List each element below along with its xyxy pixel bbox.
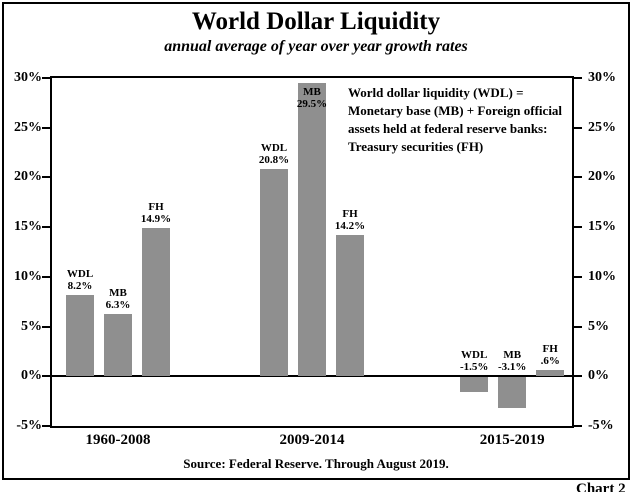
y-tick-mark-left xyxy=(42,275,50,278)
y-tick-mark-right xyxy=(574,226,582,229)
y-tick-mark-right xyxy=(574,325,582,328)
bar-value-label: FH .6% xyxy=(518,343,582,367)
definition-note: World dollar liquidity (WDL) = Monetary … xyxy=(348,84,580,156)
y-tick-mark-left xyxy=(42,375,50,378)
bar-value-text: 14.2% xyxy=(334,220,366,233)
y-tick-label-right: 10% xyxy=(588,268,616,284)
y-tick-label-left: 25% xyxy=(14,119,42,135)
y-tick-mark-left xyxy=(42,126,50,129)
chart-title: World Dollar Liquidity xyxy=(191,8,441,35)
bar-value-text: 14.9% xyxy=(140,213,172,226)
x-axis-label-2009-2014: 2009-2014 xyxy=(279,432,345,448)
y-tick-mark-right xyxy=(574,425,582,427)
bar-value-text: 6.3% xyxy=(105,298,131,311)
y-tick-label-left: 5% xyxy=(21,318,42,334)
bar-value-text: 20.8% xyxy=(258,154,290,167)
bar-series-name: MB xyxy=(109,286,127,299)
bar-series-name: WDL xyxy=(461,349,488,362)
y-tick-mark-left xyxy=(42,425,50,427)
y-tick-mark-left xyxy=(42,325,50,328)
bar-2009-2014-MB xyxy=(298,82,326,377)
bar-series-name: FH xyxy=(542,343,558,356)
x-axis-label-2015-2019: 2015-2019 xyxy=(479,432,545,448)
bar-2009-2014-WDL xyxy=(260,169,288,377)
bar-value-text: -3.1% xyxy=(497,361,527,374)
y-tick-label-right: 15% xyxy=(588,219,616,235)
bar-series-name: WDL xyxy=(260,142,288,155)
bar-value-label: MB -3.1% xyxy=(480,349,544,373)
bar-value-label: MB 29.5% xyxy=(280,86,344,110)
bar-2009-2014-FH xyxy=(336,235,364,377)
y-tick-mark-left xyxy=(42,226,50,229)
source-note: Source: Federal Reserve. Through August … xyxy=(183,456,449,471)
bar-value-text: .6% xyxy=(540,355,560,368)
bar-value-text: -1.5% xyxy=(459,361,489,374)
chart-subtitle: annual average of year over year growth … xyxy=(164,38,468,55)
bar-series-name: WDL xyxy=(66,267,94,280)
y-tick-label-right: 5% xyxy=(588,318,609,334)
bar-2015-2019-WDL xyxy=(460,377,489,393)
y-tick-label-right: 0% xyxy=(588,368,609,384)
y-tick-mark-right xyxy=(574,275,582,278)
y-tick-mark-right xyxy=(574,126,582,129)
bar-value-label: WDL 8.2% xyxy=(48,268,112,292)
chart-frame: World Dollar Liquidity annual average of… xyxy=(2,2,630,480)
y-tick-mark-left xyxy=(42,77,50,79)
y-tick-label-left: -5% xyxy=(16,418,42,433)
y-tick-label-left: 15% xyxy=(14,219,42,235)
y-tick-label-left: 30% xyxy=(14,70,42,85)
bar-series-name: MB xyxy=(303,85,321,98)
y-tick-label-right: 30% xyxy=(588,70,616,85)
y-tick-label-right: -5% xyxy=(588,418,614,433)
bar-series-name: FH xyxy=(342,208,358,221)
y-tick-mark-right xyxy=(574,375,582,378)
y-tick-label-left: 10% xyxy=(14,268,42,284)
bar-2015-2019-FH xyxy=(536,370,565,377)
bar-value-text: 8.2% xyxy=(67,279,93,292)
y-tick-mark-right xyxy=(574,77,582,79)
bar-2015-2019-MB xyxy=(498,377,527,409)
x-axis-label-1960-2008: 1960-2008 xyxy=(85,432,151,448)
definition-line: World dollar liquidity (WDL) = xyxy=(348,85,524,100)
definition-line: assets held at federal reserve banks: xyxy=(348,121,548,136)
y-tick-label-left: 0% xyxy=(21,368,42,384)
bar-1960-2008-MB xyxy=(104,313,133,377)
corner-label: Chart 2 xyxy=(576,481,626,492)
bar-value-label: FH 14.2% xyxy=(318,208,382,232)
bar-value-label: FH 14.9% xyxy=(124,201,188,225)
bar-series-name: FH xyxy=(148,201,164,214)
y-tick-label-left: 20% xyxy=(14,169,42,185)
bar-1960-2008-WDL xyxy=(66,294,95,377)
definition-line: Monetary base (MB) + Foreign official xyxy=(348,103,563,118)
y-tick-mark-right xyxy=(574,176,582,179)
bar-value-label: WDL 20.8% xyxy=(242,142,306,166)
zero-axis-line xyxy=(52,375,572,378)
definition-line: Treasury securities (FH) xyxy=(348,139,484,154)
bar-value-label: MB 6.3% xyxy=(86,287,150,311)
bar-value-label: WDL -1.5% xyxy=(442,349,506,373)
bar-value-text: 29.5% xyxy=(296,97,328,110)
y-tick-mark-left xyxy=(42,176,50,179)
plot-area: WDL 8.2% MB 6.3% FH 14.9% WDL 20.8% MB 29.5% FH 14.… xyxy=(50,76,574,428)
y-tick-label-right: 20% xyxy=(588,169,616,185)
bar-series-name: MB xyxy=(503,349,522,362)
y-tick-label-right: 25% xyxy=(588,119,616,135)
bar-1960-2008-FH xyxy=(142,228,171,377)
